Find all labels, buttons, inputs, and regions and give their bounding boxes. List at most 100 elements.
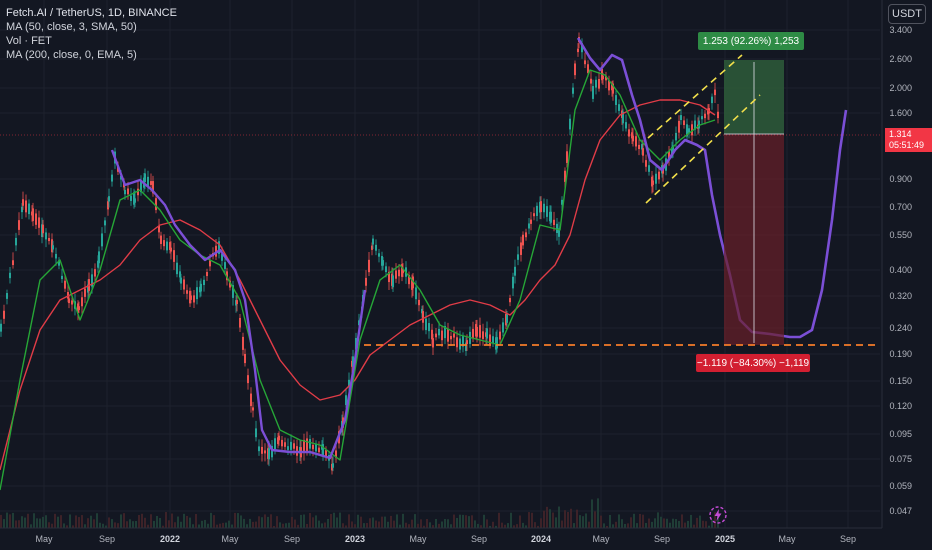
time-tick-label: May <box>221 534 239 544</box>
volume-bar <box>561 520 563 528</box>
time-tick-label: May <box>35 534 53 544</box>
legend-symbol[interactable]: Fetch.AI / TetherUS, 1D, BINANCE <box>6 7 177 19</box>
candle-body <box>680 115 682 120</box>
candle-body <box>309 439 311 449</box>
volume-bar <box>87 518 89 528</box>
currency-button[interactable]: USDT <box>888 4 926 24</box>
volume-bar <box>312 517 314 528</box>
volume-bar <box>471 515 473 528</box>
candle-body <box>6 293 8 299</box>
volume-bar <box>345 525 347 528</box>
candle-body <box>111 174 113 182</box>
candle-body <box>441 330 443 341</box>
volume-bar <box>594 511 596 528</box>
price-tick-label: 0.047 <box>889 506 912 516</box>
current-price-value: 1.314 <box>889 129 912 139</box>
candle-body <box>268 448 270 460</box>
candle-body <box>425 318 427 331</box>
volume-bar <box>33 513 35 528</box>
legend-ma50[interactable]: MA (50, close, 3, SMA, 50) <box>6 21 137 33</box>
volume-bar <box>177 516 179 528</box>
candle-body <box>615 95 617 105</box>
volume-bar <box>150 514 152 528</box>
candle-body <box>459 338 461 350</box>
volume-bar <box>477 523 479 528</box>
candle-body <box>287 446 289 450</box>
candle-body <box>61 275 63 280</box>
candle-body <box>378 253 380 257</box>
volume-bar <box>153 520 155 528</box>
volume-bar <box>114 522 116 528</box>
candle-body <box>239 317 241 328</box>
volume-bar <box>498 512 500 528</box>
candle-body <box>312 444 314 450</box>
volume-bar <box>708 525 710 528</box>
candle-body <box>190 295 192 300</box>
volume-bar <box>420 519 422 528</box>
volume-bar <box>105 525 107 528</box>
volume-bar <box>204 519 206 528</box>
volume-bar <box>252 521 254 528</box>
candle-body <box>465 342 467 352</box>
volume-bar <box>249 518 251 528</box>
volume-bar <box>174 522 176 528</box>
time-tick-label: 2022 <box>159 534 181 544</box>
candle-body <box>130 195 132 201</box>
legend-ma200[interactable]: MA (200, close, 0, EMA, 5) <box>6 49 137 61</box>
volume-bar <box>681 514 683 528</box>
volume-bar <box>129 519 131 528</box>
candle-body <box>533 213 535 217</box>
candle-body <box>258 446 260 452</box>
candle-body <box>668 151 670 161</box>
candle-body <box>432 338 434 348</box>
legend-volume[interactable]: Vol · FET <box>6 35 52 47</box>
candle-body <box>170 247 172 252</box>
candle-body <box>492 336 494 344</box>
volume-bar <box>600 515 602 528</box>
profit-label[interactable]: 1.253 (92.26%) 1,253 <box>698 32 804 50</box>
candle-body <box>120 175 122 180</box>
candle-body <box>306 438 308 452</box>
channel-lower-line <box>645 94 761 204</box>
volume-bar <box>534 522 536 528</box>
volume-bar <box>390 515 392 528</box>
volume-bar <box>504 524 506 528</box>
candle-body <box>200 283 202 292</box>
volume-bar <box>669 522 671 528</box>
loss-label[interactable]: −1.119 (−84.30%) −1,119 <box>696 354 810 372</box>
volume-bar <box>318 520 320 528</box>
candle-body <box>42 224 44 234</box>
candle-body <box>540 201 542 213</box>
candle-body <box>402 268 404 274</box>
volume-bar <box>66 525 68 528</box>
candle-body <box>45 232 47 240</box>
volume-bar <box>243 518 245 528</box>
volume-bar <box>456 517 458 528</box>
volume-bar <box>99 522 101 528</box>
volume-bar <box>465 515 467 528</box>
volume-bar <box>144 517 146 528</box>
volume-bar <box>627 523 629 528</box>
volume-bar <box>96 513 98 528</box>
volume-bar <box>528 512 530 528</box>
volume-bar <box>123 513 125 528</box>
candle-body <box>450 335 452 340</box>
candle-body <box>274 438 276 450</box>
time-tick-label: 2023 <box>344 534 366 544</box>
volume-bar <box>714 512 716 528</box>
volume-bar <box>372 517 374 528</box>
candle-body <box>536 205 538 216</box>
candle-body <box>348 379 350 387</box>
lightning-icon[interactable] <box>709 506 727 524</box>
volume-bar <box>657 512 659 528</box>
candle-body <box>438 328 440 336</box>
candle-body <box>466 340 468 344</box>
candle-body <box>622 111 624 124</box>
volume-bar <box>402 513 404 528</box>
volume-bar <box>42 516 44 528</box>
volume-bar <box>93 519 95 528</box>
candle-body <box>18 220 20 230</box>
candle-body <box>412 276 414 289</box>
volume-bar <box>279 522 281 528</box>
